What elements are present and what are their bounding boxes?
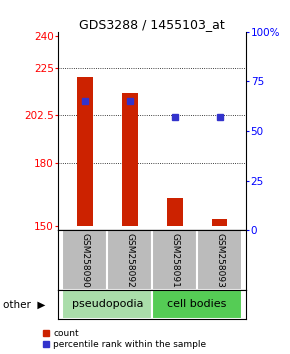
Bar [107, 230, 152, 290]
Bar [62, 230, 107, 290]
Legend: count, percentile rank within the sample: count, percentile rank within the sample [42, 329, 206, 349]
Text: other  ▶: other ▶ [3, 299, 45, 309]
Bar [197, 230, 242, 290]
Text: pseudopodia: pseudopodia [72, 299, 143, 309]
Bar [212, 218, 227, 226]
Bar [152, 230, 197, 290]
Bar [62, 290, 152, 319]
Text: GSM258091: GSM258091 [170, 233, 179, 288]
Text: GSM258092: GSM258092 [125, 233, 134, 287]
Bar [122, 93, 138, 226]
Bar [167, 199, 182, 226]
Bar [152, 290, 242, 319]
Bar [77, 77, 93, 226]
Title: GDS3288 / 1455103_at: GDS3288 / 1455103_at [79, 18, 225, 31]
Text: cell bodies: cell bodies [167, 299, 227, 309]
Text: GSM258090: GSM258090 [80, 233, 89, 288]
Text: GSM258093: GSM258093 [215, 233, 224, 288]
